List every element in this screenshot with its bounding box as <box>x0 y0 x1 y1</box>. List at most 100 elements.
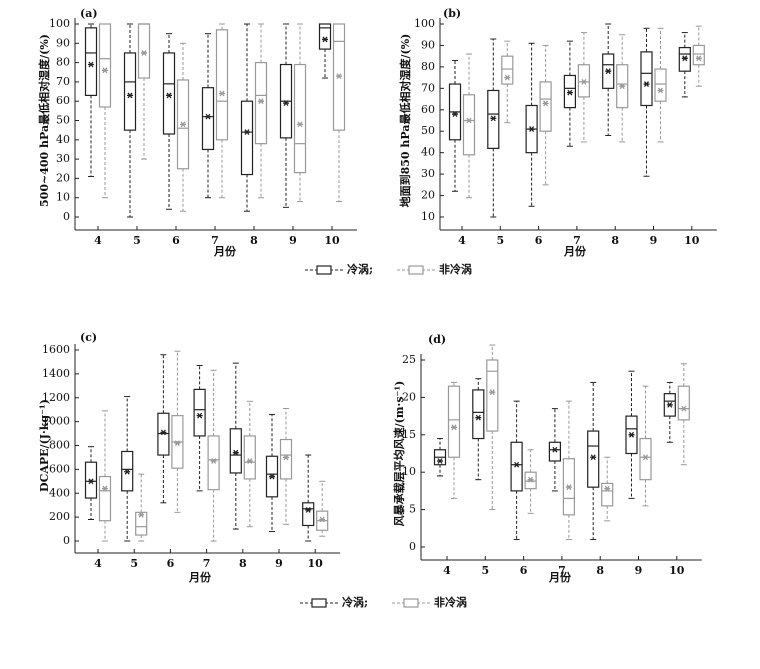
x-tick-label: 10 <box>308 557 324 570</box>
x-tick-label: 4 <box>458 234 466 247</box>
y-tick-label: 200 <box>49 510 70 523</box>
mean <box>513 461 520 468</box>
y-tick-label: 25 <box>402 353 416 366</box>
x-axis-label: 月份 <box>548 570 572 584</box>
box <box>240 100 254 176</box>
mean <box>643 81 650 87</box>
x-tick-label: 9 <box>289 234 297 247</box>
mean <box>657 87 664 94</box>
mean <box>258 98 264 105</box>
x-tick-label: 7 <box>203 557 211 570</box>
x-axis-label: 月份 <box>188 570 212 584</box>
mean <box>283 100 289 107</box>
panel-label: (c) <box>80 331 97 344</box>
mean <box>605 68 612 75</box>
mean <box>451 424 457 431</box>
mean <box>88 478 94 485</box>
box <box>539 81 552 132</box>
y-tick-label: 5 <box>409 503 416 516</box>
mean <box>681 55 688 62</box>
x-tick-label: 5 <box>130 557 138 570</box>
x-tick-label: 7 <box>211 234 219 247</box>
y-tick-label: 1600 <box>42 343 70 356</box>
box <box>137 23 151 79</box>
legend-label: 非冷涡 <box>434 595 467 609</box>
mean <box>127 92 133 99</box>
x-tick-label: 8 <box>596 564 604 577</box>
mean <box>319 516 326 523</box>
mean <box>680 405 687 412</box>
panel-label: (b) <box>443 7 461 20</box>
x-tick-label: 10 <box>669 564 685 577</box>
mean <box>565 484 572 491</box>
x-tick-label: 5 <box>481 564 489 577</box>
legend-box <box>408 265 424 275</box>
box <box>98 475 112 522</box>
x-tick-label: 7 <box>573 234 581 247</box>
x-tick-label: 8 <box>239 557 247 570</box>
box <box>229 428 242 474</box>
box <box>501 55 514 85</box>
mean <box>542 100 549 107</box>
y-tick-label: 0 <box>63 534 70 547</box>
mean <box>269 473 275 480</box>
box <box>462 94 476 156</box>
mean <box>88 61 94 68</box>
mean <box>604 485 611 492</box>
mean <box>551 446 558 453</box>
box <box>201 87 215 151</box>
x-tick-label: 6 <box>520 564 528 577</box>
mean <box>695 55 702 62</box>
x-tick-label: 9 <box>650 234 658 247</box>
mean <box>490 115 497 122</box>
y-tick-label: 90 <box>421 38 435 51</box>
x-tick-label: 10 <box>324 234 340 247</box>
x-axis-label: 月份 <box>213 244 237 258</box>
box <box>254 61 268 145</box>
mean <box>528 126 535 132</box>
mean <box>666 401 673 408</box>
box <box>302 502 315 527</box>
y-tick-label: 10 <box>421 210 435 223</box>
y-tick-label: 40 <box>421 146 435 159</box>
mean <box>244 129 250 135</box>
y-tick-label: 1400 <box>42 367 70 380</box>
y-tick-label: 15 <box>402 428 416 441</box>
mean <box>210 458 217 464</box>
y-tick-label: 30 <box>421 167 435 180</box>
mean <box>102 67 108 74</box>
box <box>587 430 600 488</box>
box <box>279 438 293 480</box>
mean <box>504 74 511 81</box>
x-tick-label: 4 <box>94 557 102 570</box>
mean <box>628 431 635 438</box>
y-axis-label: 地面到850 hPa最低相对湿度/(%) <box>398 34 412 208</box>
y-tick-label: 40 <box>56 133 70 146</box>
y-tick-label: 100 <box>49 17 70 30</box>
mean <box>527 476 534 483</box>
box <box>293 63 307 174</box>
mean <box>619 83 626 90</box>
y-tick-label: 400 <box>49 486 70 499</box>
y-tick-label: 20 <box>421 189 435 202</box>
y-axis-label: 风暴承载层平均风速/(m·s⁻¹) <box>392 381 406 527</box>
y-tick-label: 10 <box>56 191 70 204</box>
box <box>654 68 667 102</box>
y-tick-label: 800 <box>49 439 70 452</box>
y-tick-label: 70 <box>56 75 70 88</box>
mean <box>466 117 472 124</box>
box <box>207 435 220 491</box>
x-tick-label: 8 <box>611 234 619 247</box>
mean <box>336 73 342 80</box>
mean <box>566 89 573 96</box>
legend-box <box>316 265 332 275</box>
box <box>472 389 485 440</box>
mean <box>305 507 312 513</box>
x-tick-label: 4 <box>94 234 102 247</box>
box <box>162 52 176 135</box>
box <box>692 44 705 66</box>
y-tick-label: 60 <box>421 103 435 116</box>
y-tick-label: 20 <box>402 390 416 403</box>
y-tick-label: 30 <box>56 152 70 165</box>
mean <box>219 90 225 97</box>
